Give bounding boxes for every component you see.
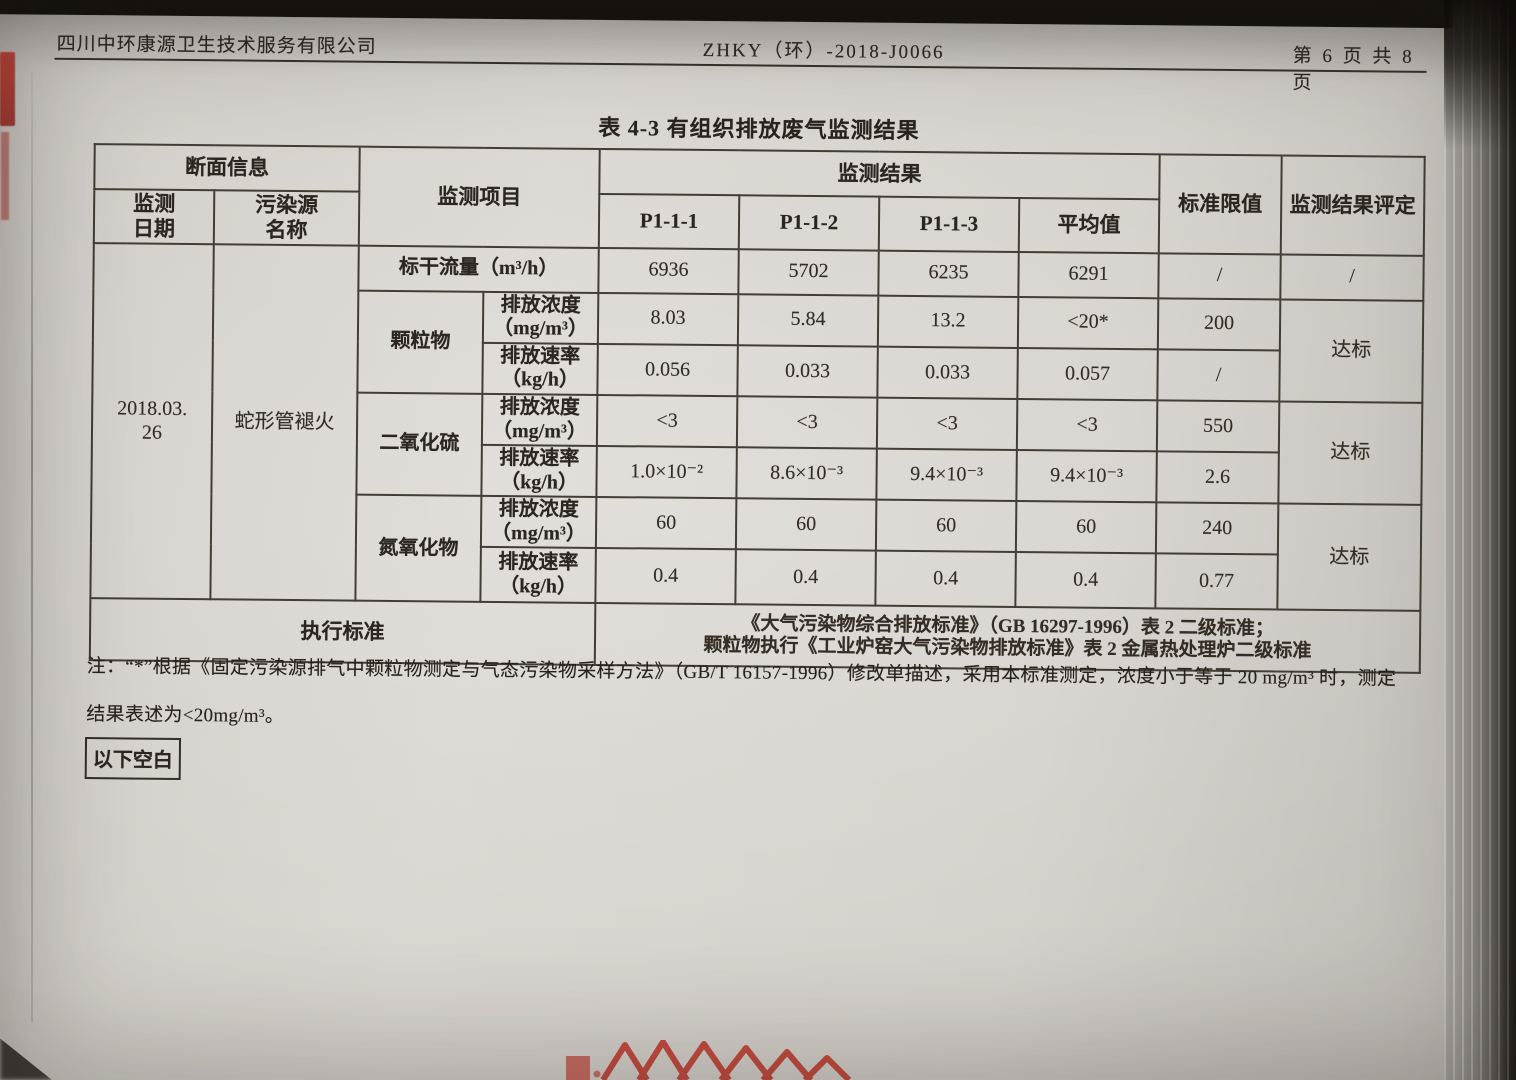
cell-nox-rate-p3: 0.4: [875, 551, 1016, 608]
red-edge-mark-icon: [1, 132, 9, 220]
cell-so2-conc-p3: <3: [876, 397, 1018, 451]
cell-nox-rate-label: 排放速率 （kg/h）: [480, 547, 596, 604]
cell-pm-eval: 达标: [1279, 299, 1424, 403]
header-section-info: 断面信息: [94, 144, 360, 192]
cell-pm-conc-avg: <20*: [1017, 296, 1159, 350]
header-average: 平均值: [1018, 197, 1160, 253]
page-stack-edge: [1444, 0, 1516, 1080]
company-name: 四川中环康源卫生技术服务有限公司: [56, 33, 377, 58]
cell-so2-rate-p3: 9.4×10⁻³: [876, 448, 1017, 502]
cell-so2-name: 二氧化硫: [356, 392, 483, 497]
cell-source-name: 蛇形管褪火: [210, 243, 359, 602]
cell-so2-rate-label: 排放速率 （kg/h）: [481, 444, 597, 498]
header-sample-p1-1-2: P1-1-2: [738, 195, 880, 251]
cell-nox-conc-avg: 60: [1015, 501, 1157, 554]
cell-pm-rate-avg: 0.057: [1017, 347, 1158, 401]
cell-so2-rate-p2: 8.6×10⁻³: [736, 447, 877, 500]
red-edge-mark-icon: [0, 52, 15, 126]
paper-fold-edge: [31, 72, 33, 1022]
cell-flow-p1: 6936: [598, 247, 739, 294]
cell-pm-conc-p3: 13.2: [877, 295, 1019, 348]
cell-pm-conc-p2: 5.84: [737, 293, 879, 347]
cell-pm-conc-label: 排放浓度 （mg/m³）: [482, 291, 599, 344]
red-stamp-partial-icon: [566, 1040, 852, 1080]
cell-pm-name: 颗粒物: [357, 290, 484, 394]
cell-nox-conc-p1: 60: [595, 497, 737, 550]
cell-nox-conc-p3: 60: [875, 499, 1017, 553]
header-sample-p1-1-1: P1-1-1: [598, 193, 740, 249]
header-result-evaluation: 监测结果评定: [1280, 155, 1425, 256]
header-sample-p1-1-3: P1-1-3: [878, 196, 1020, 252]
header-monitor-result: 监测结果: [599, 148, 1160, 200]
cell-nox-eval: 达标: [1277, 503, 1422, 612]
cell-so2-conc-label: 排放浓度 （mg/m³）: [481, 393, 598, 447]
blank-below-marker: 以下空白: [84, 737, 182, 780]
cell-so2-conc-p1: <3: [596, 394, 738, 448]
document-header: 四川中环康源卫生技术服务有限公司 ZHKY（环）-2018-J0066 第 6 …: [54, 26, 1427, 94]
page-indicator: 第 6 页 共 8 页: [1292, 45, 1415, 94]
cell-pm-rate-p1: 0.056: [597, 343, 738, 397]
cell-pm-rate-limit: /: [1157, 349, 1280, 402]
cell-flow-p2: 5702: [738, 248, 879, 296]
cell-nox-conc-limit: 240: [1155, 502, 1279, 555]
paper-sheet: 四川中环康源卫生技术服务有限公司 ZHKY（环）-2018-J0066 第 6 …: [0, 14, 1516, 1080]
cell-pm-conc-p1: 8.03: [597, 292, 739, 346]
cell-pm-rate-label: 排放速率 （kg/h）: [482, 342, 598, 395]
cell-pm-rate-p2: 0.033: [737, 345, 878, 398]
cell-monitor-date: 2018.03.26: [90, 242, 214, 600]
cell-so2-eval: 达标: [1278, 401, 1423, 506]
cell-nox-rate-p2: 0.4: [735, 549, 876, 607]
cell-so2-conc-p2: <3: [736, 396, 878, 449]
footnote: 注：“*”根据《固定污染源排气中颗粒物测定与气态污染物采样方法》（GB/T 16…: [86, 651, 1487, 739]
table-title: 表 4-3 有组织排放废气监测结果: [598, 114, 920, 144]
footnote-line2: 结果表述为<20mg/m³。: [86, 704, 285, 727]
cell-pm-rate-p3: 0.033: [877, 346, 1018, 399]
cell-so2-conc-avg: <3: [1016, 398, 1158, 452]
cell-nox-conc-label: 排放浓度 （mg/m³）: [480, 496, 597, 549]
cell-nox-rate-p1: 0.4: [595, 548, 736, 605]
header-source-name: 污染源名称: [213, 190, 360, 246]
cell-pm-conc-limit: 200: [1157, 297, 1281, 351]
cell-flow-p3: 6235: [878, 250, 1019, 297]
header-monitor-item: 监测项目: [358, 146, 600, 248]
cell-so2-conc-limit: 550: [1156, 400, 1280, 453]
header-standard-limit: 标准限值: [1158, 154, 1282, 255]
header-monitor-date: 监测日期: [93, 189, 215, 244]
cell-flow-eval: /: [1280, 254, 1424, 301]
cell-so2-rate-avg: 9.4×10⁻³: [1016, 450, 1157, 503]
cell-so2-rate-p1: 1.0×10⁻²: [596, 446, 737, 499]
cell-flow-label: 标干流量（m³/h）: [358, 245, 599, 293]
cell-nox-rate-limit: 0.77: [1155, 553, 1278, 610]
cell-nox-rate-avg: 0.4: [1015, 552, 1156, 609]
cell-flow-limit: /: [1158, 252, 1281, 300]
paper-content: 四川中环康源卫生技术服务有限公司 ZHKY（环）-2018-J0066 第 6 …: [0, 14, 1516, 1080]
document-number: ZHKY（环）-2018-J0066: [702, 39, 945, 64]
monitoring-results-table: 断面信息 监测项目 监测结果 标准限值 监测结果评定 监测日期 污染源名称 P1…: [89, 143, 1426, 674]
cell-nox-name: 氮氧化物: [355, 494, 482, 603]
cell-nox-conc-p2: 60: [735, 498, 877, 552]
cell-flow-avg: 6291: [1018, 251, 1159, 298]
cell-so2-rate-limit: 2.6: [1156, 451, 1279, 504]
